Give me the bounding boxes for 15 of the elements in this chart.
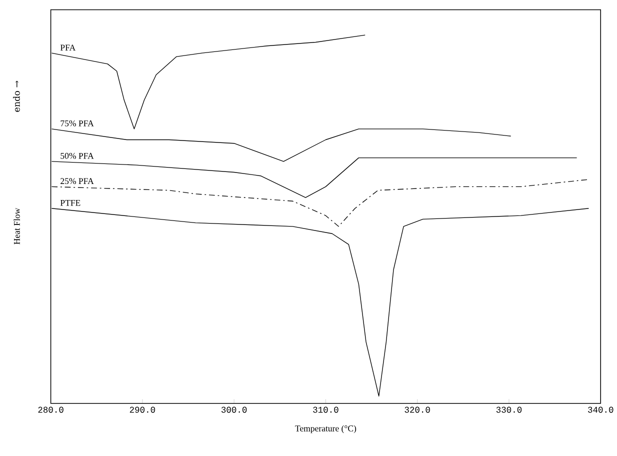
series-label: PFA: [60, 44, 76, 50]
x-tick-label: 290.0: [130, 406, 156, 413]
x-tick-label: 280.0: [38, 406, 64, 413]
x-tick-label: 320.0: [404, 406, 430, 413]
x-tick-label: 340.0: [588, 406, 614, 413]
series-label: 50% PFA: [60, 152, 94, 159]
series-label: 75% PFA: [60, 120, 94, 126]
x-tick-label: 330.0: [496, 406, 522, 413]
x-tick-label: 300.0: [221, 406, 247, 413]
series-label: PTFE: [60, 200, 80, 206]
text: endo →: [13, 80, 20, 112]
x-axis-title: Temperature (°C): [295, 425, 356, 434]
series-label: 25% PFA: [60, 178, 94, 184]
x-tick-label: 310.0: [313, 406, 338, 413]
y-axis-title: Heat Flow: [14, 208, 20, 244]
